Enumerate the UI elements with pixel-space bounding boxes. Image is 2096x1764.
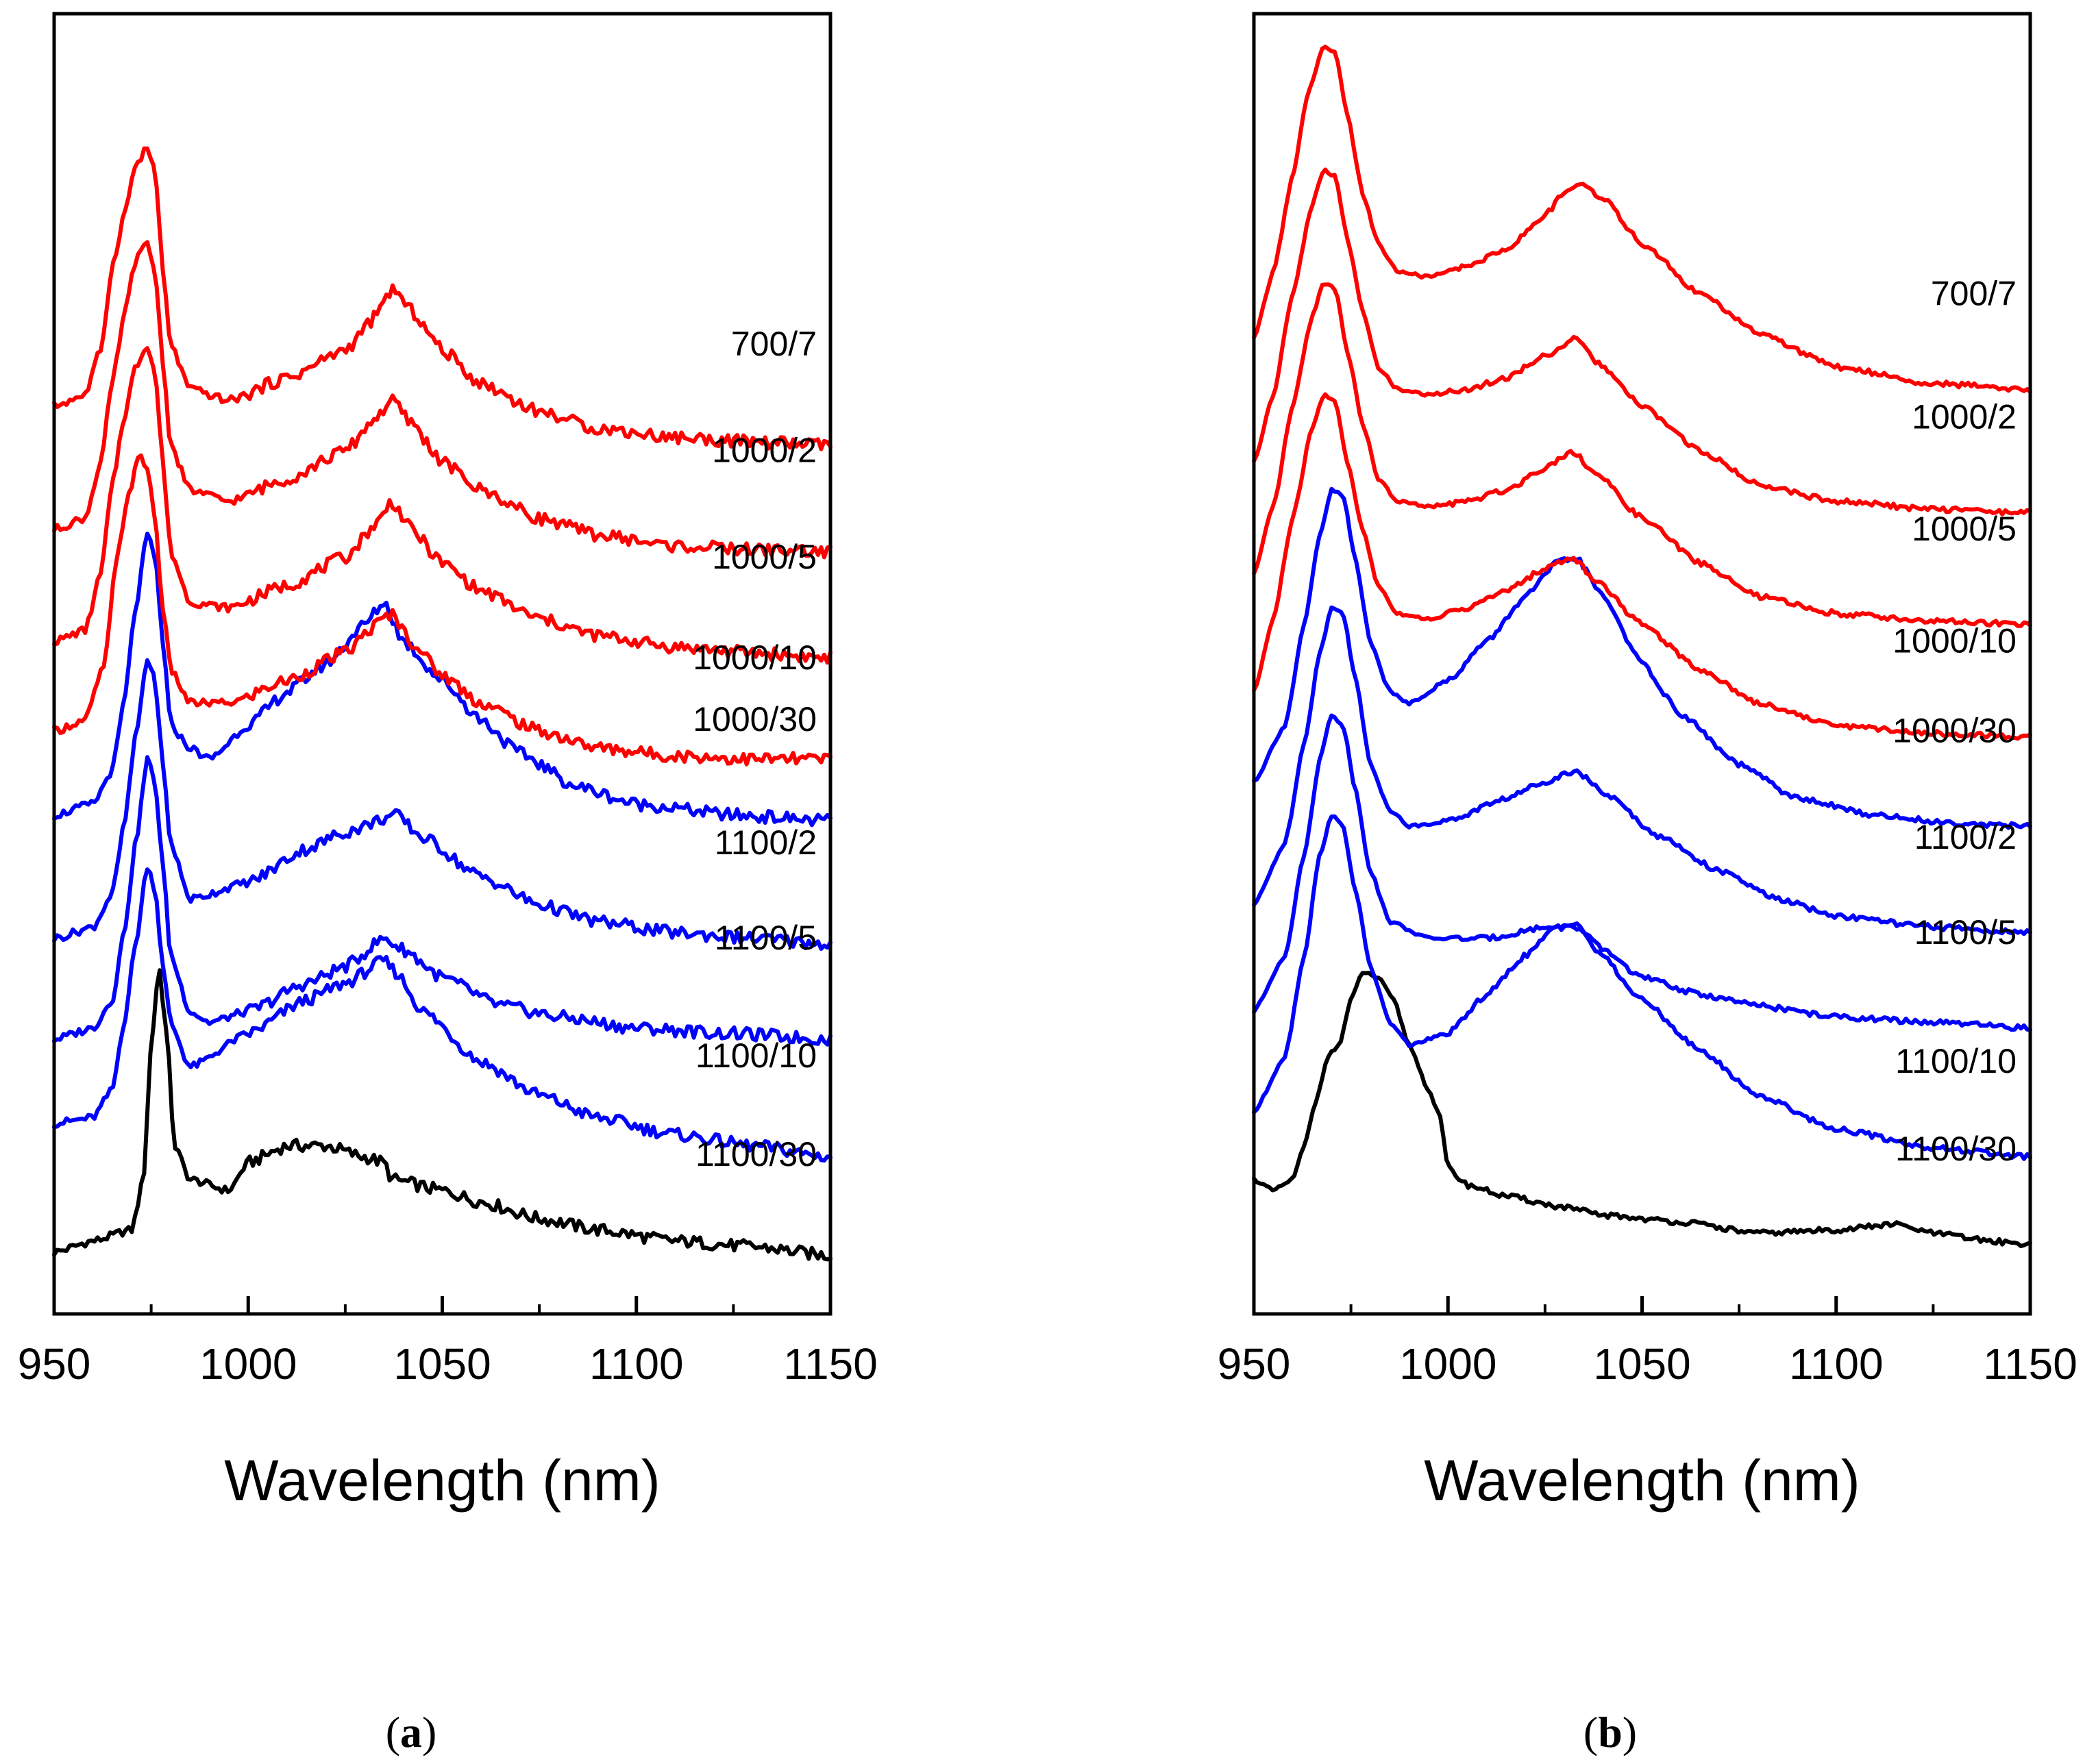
x-axis-b: 950 1000 1050 1100 1150 — [1218, 1296, 2077, 1389]
x-tick-label: 1000 — [199, 1339, 297, 1389]
x-tick-label: 1050 — [1593, 1339, 1690, 1389]
x-axis-label-b: Wavelength (nm) — [1424, 1448, 1860, 1513]
series-label-1100-30: 700/7 — [731, 325, 817, 363]
series-label-1000-30: 1000/30 — [693, 700, 817, 738]
x-axis-a: 950 1000 1050 1100 1150 — [18, 1296, 878, 1389]
panel-letter-a: a — [400, 1708, 422, 1756]
series-line-1000-30 — [1252, 486, 2032, 830]
series-label-700-7: 1100/30 — [695, 1135, 817, 1173]
series-label-1100-10: 1000/2 — [712, 431, 817, 469]
series-label-1000-10: 1100/2 — [1914, 818, 2017, 856]
series-label-1000-2: 1100/10 — [1895, 1042, 2017, 1080]
x-tick-label: 950 — [18, 1339, 91, 1389]
series-line-1000-10 — [1252, 605, 2032, 936]
x-tick-label: 1100 — [589, 1339, 684, 1389]
annotations-a: 1100/30 1100/10 1100/5 1100/2 1000/30 1000/10… — [693, 325, 817, 1173]
series-label-1100-2: 1000/10 — [1892, 622, 2017, 660]
series-label-1100-5: 1000/5 — [1912, 510, 2017, 548]
panel-caption-a: (a) — [386, 1708, 437, 1756]
series-line-1100-30 — [1252, 45, 2032, 394]
x-axis-label-a: Wavelength (nm) — [224, 1448, 660, 1513]
series-label-1000-30: 1000/30 — [1892, 712, 2017, 750]
panel-b: 1100/30 1100/10 1100/5 1100/2 1000/30 1000/10… — [1218, 12, 2077, 1756]
series-label-1000-5: 1100/5 — [715, 919, 817, 957]
series-line-1100-2 — [1252, 392, 2032, 741]
series-line-1000-2 — [1252, 814, 2032, 1161]
series-label-1000-2: 1100/10 — [695, 1036, 817, 1075]
series-label-1000-5: 1100/5 — [1914, 913, 2017, 952]
x-tick-label: 950 — [1218, 1339, 1291, 1389]
series-line-1100-10 — [52, 240, 833, 560]
series-label-1100-5: 1000/5 — [712, 538, 817, 576]
series-label-1100-10: 1000/2 — [1912, 397, 2017, 436]
annotations-b: 1100/30 1100/10 1100/5 1100/2 1000/30 1000/10… — [1892, 274, 2017, 1167]
x-tick-label: 1050 — [393, 1339, 491, 1389]
series-line-1100-10 — [1252, 167, 2032, 517]
series-line-1000-2 — [52, 867, 833, 1163]
series-line-1000-5 — [1252, 713, 2032, 1032]
x-tick-label: 1000 — [1399, 1339, 1496, 1389]
series-line-700-7 — [52, 968, 833, 1262]
series-line-1000-5 — [52, 755, 833, 1047]
series-line-1100-5 — [1252, 282, 2032, 628]
series-line-700-7 — [1252, 971, 2032, 1249]
series-label-1100-30: 700/7 — [1931, 274, 2017, 312]
x-tick-label: 1150 — [783, 1339, 878, 1389]
series-label-1100-2: 1000/10 — [693, 638, 817, 677]
x-tick-label: 1100 — [1789, 1339, 1884, 1389]
series-label-1000-10: 1100/2 — [715, 823, 817, 862]
panel-a: 1100/30 1100/10 1100/5 1100/2 1000/30 1000/10… — [18, 12, 878, 1756]
panel-caption-b: (b) — [1583, 1708, 1637, 1756]
series-line-1100-5 — [52, 346, 833, 665]
series-layer-b — [1252, 45, 2032, 1249]
series-label-700-7: 1100/30 — [1895, 1130, 2017, 1168]
x-tick-label: 1150 — [1983, 1339, 2077, 1389]
series-line-1000-10 — [52, 658, 833, 951]
series-line-1100-30 — [52, 146, 833, 451]
series-line-1100-2 — [52, 453, 833, 767]
series-layer-a — [52, 146, 833, 1262]
panel-letter-b: b — [1598, 1708, 1623, 1756]
